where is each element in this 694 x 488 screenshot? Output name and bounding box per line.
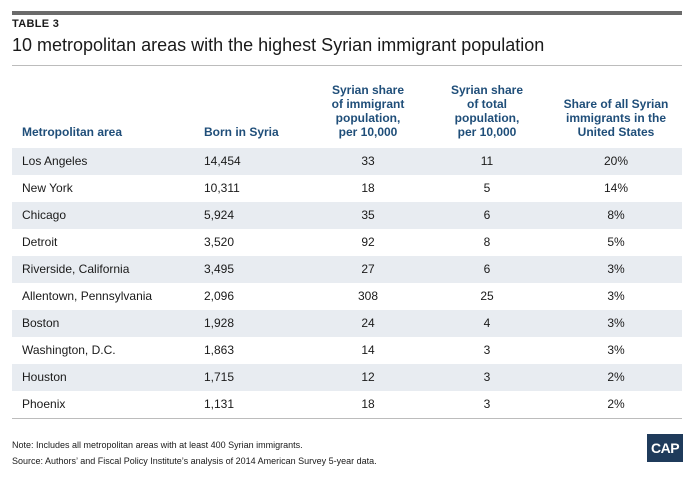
cell-imm-share: 18 xyxy=(361,397,375,411)
cell-imm-share: 24 xyxy=(361,316,375,330)
cell-born: 1,715 xyxy=(204,370,235,384)
cell-us-share: 3% xyxy=(607,316,625,330)
cell-born: 3,495 xyxy=(204,262,235,276)
cell-born: 5,924 xyxy=(204,208,235,222)
header-born-in-syria: Born in Syria xyxy=(204,125,279,139)
cell-total-share: 6 xyxy=(483,262,491,276)
title-divider xyxy=(12,65,682,66)
table-row: Washington, D.C. 1,863 14 3 3% xyxy=(12,337,682,364)
header-immigrant-share: Syrian share of immigrant population, pe… xyxy=(308,83,428,139)
cell-imm-share: 35 xyxy=(361,208,375,222)
cell-born: 3,520 xyxy=(204,235,235,249)
cell-us-share: 20% xyxy=(603,154,629,168)
header-line: Syrian share xyxy=(331,83,405,97)
cap-logo: CAP xyxy=(647,434,683,462)
cell-total-share: 6 xyxy=(483,208,491,222)
table-body: Los Angeles 14,454 33 11 20% New York 10… xyxy=(12,148,682,418)
table-row: Los Angeles 14,454 33 11 20% xyxy=(12,148,682,175)
cell-metro: Allentown, Pennsylvania xyxy=(22,289,153,303)
table-row: Boston 1,928 24 4 3% xyxy=(12,310,682,337)
table-label: TABLE 3 xyxy=(12,18,60,30)
cell-born: 1,863 xyxy=(204,343,235,357)
cell-metro: Riverside, California xyxy=(22,262,130,276)
table-row: Riverside, California 3,495 27 6 3% xyxy=(12,256,682,283)
table-row: Chicago 5,924 35 6 8% xyxy=(12,202,682,229)
table-header: Metropolitan area Born in Syria Syrian s… xyxy=(12,70,682,144)
cell-metro: Houston xyxy=(22,370,67,384)
header-line: per 10,000 xyxy=(457,125,517,139)
cell-us-share: 2% xyxy=(607,370,625,384)
table-row: Phoenix 1,131 18 3 2% xyxy=(12,391,682,418)
header-line: of total xyxy=(467,97,507,111)
cell-us-share: 3% xyxy=(607,343,625,357)
cell-total-share: 3 xyxy=(483,343,491,357)
header-us-share: Share of all Syrian immigrants in the Un… xyxy=(554,97,678,139)
cell-born: 2,096 xyxy=(204,289,235,303)
header-line: population, xyxy=(335,111,401,125)
cell-imm-share: 308 xyxy=(357,289,379,303)
cell-us-share: 5% xyxy=(607,235,625,249)
cell-total-share: 11 xyxy=(480,154,494,168)
cell-metro: Los Angeles xyxy=(22,154,88,168)
cell-metro: Boston xyxy=(22,316,60,330)
cell-born: 10,311 xyxy=(204,181,240,195)
header-line: Syrian share xyxy=(450,83,524,97)
header-line: Share of all Syrian xyxy=(563,97,669,111)
header-line: of immigrant xyxy=(331,97,405,111)
cell-metro: Washington, D.C. xyxy=(22,343,116,357)
cell-us-share: 3% xyxy=(607,262,625,276)
cell-total-share: 8 xyxy=(483,235,491,249)
cell-imm-share: 33 xyxy=(361,154,375,168)
header-line: population, xyxy=(454,111,520,125)
cell-total-share: 25 xyxy=(480,289,494,303)
cell-total-share: 3 xyxy=(483,370,491,384)
header-line: United States xyxy=(577,125,655,139)
cell-metro: New York xyxy=(22,181,73,195)
cell-metro: Chicago xyxy=(22,208,67,222)
table-row: Houston 1,715 12 3 2% xyxy=(12,364,682,391)
cell-us-share: 14% xyxy=(603,181,629,195)
cell-imm-share: 18 xyxy=(361,181,375,195)
cell-us-share: 8% xyxy=(607,208,625,222)
cell-imm-share: 92 xyxy=(361,235,375,249)
cell-metro: Phoenix xyxy=(22,397,66,411)
bottom-divider xyxy=(12,418,682,419)
header-total-share: Syrian share of total population, per 10… xyxy=(432,83,542,139)
top-rule xyxy=(12,11,682,15)
table-row: Allentown, Pennsylvania 2,096 308 25 3% xyxy=(12,283,682,310)
table-title: 10 metropolitan areas with the highest S… xyxy=(12,35,545,55)
header-line: immigrants in the xyxy=(565,111,666,125)
table-row: New York 10,311 18 5 14% xyxy=(12,175,682,202)
cell-born: 1,131 xyxy=(204,397,235,411)
table-source: Source: Authors’ and Fiscal Policy Insti… xyxy=(12,456,377,466)
cell-total-share: 5 xyxy=(483,181,491,195)
cell-imm-share: 12 xyxy=(361,370,375,384)
cell-total-share: 3 xyxy=(483,397,491,411)
cell-imm-share: 27 xyxy=(361,262,375,276)
header-line: per 10,000 xyxy=(338,125,398,139)
cell-total-share: 4 xyxy=(483,316,491,330)
cell-born: 1,928 xyxy=(204,316,235,330)
cell-metro: Detroit xyxy=(22,235,58,249)
table-note: Note: Includes all metropolitan areas wi… xyxy=(12,440,303,450)
cell-born: 14,454 xyxy=(204,154,241,168)
cell-us-share: 3% xyxy=(607,289,625,303)
header-metropolitan-area: Metropolitan area xyxy=(22,125,123,139)
cell-us-share: 2% xyxy=(607,397,625,411)
table-row: Detroit 3,520 92 8 5% xyxy=(12,229,682,256)
cell-imm-share: 14 xyxy=(361,343,375,357)
